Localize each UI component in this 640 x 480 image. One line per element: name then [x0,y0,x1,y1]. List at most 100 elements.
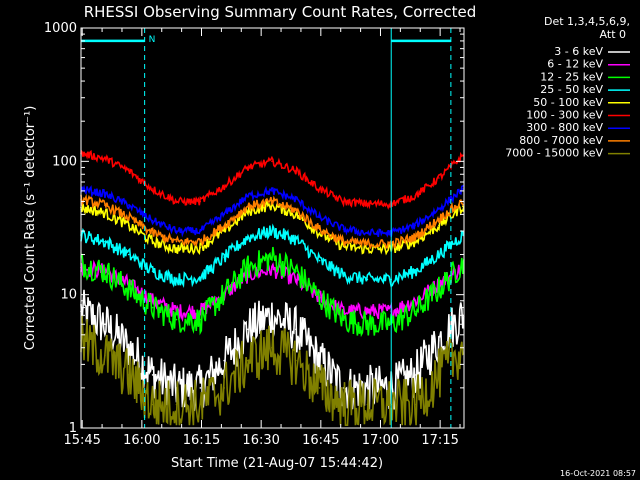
y-tick-label-1: 10 [60,288,77,303]
data-point-0-5 [199,387,202,389]
data-point-5-14 [414,195,416,197]
legend-header-detectors: Det 1,3,4,5,6,9, [544,15,630,28]
y-tick-label-0: 1 [69,421,77,436]
data-point-2-9 [295,270,297,273]
data-point-4-10 [318,232,321,234]
data-point-7-5 [199,240,202,243]
series-line-8 [80,315,465,427]
data-point-8-1 [104,354,106,357]
footer-timestamp: 16-Oct-2021 08:57 [560,469,636,478]
data-point-4-3 [151,240,154,243]
x-tick-label-1: 16:00 [123,433,160,448]
data-point-2-5 [199,318,202,321]
data-point-0-10 [318,359,321,362]
data-point-7-8 [271,200,273,203]
data-point-6-1 [104,193,106,195]
data-point-6-2 [127,204,130,206]
data-point-6-11 [342,228,345,230]
data-point-5-4 [175,200,178,203]
data-point-7-11 [342,240,345,243]
series-8 [80,315,465,427]
data-point-1-14 [414,300,416,302]
data-point-6-15 [438,208,440,210]
data-point-3-12 [366,278,369,281]
data-point-4-15 [438,224,440,227]
marker-flag-label: N [149,35,156,45]
data-point-6-16 [462,188,464,190]
y-tick-label-3: 1000 [44,21,77,36]
x-tick-label-6: 17:15 [421,433,458,448]
data-point-7-4 [175,240,178,243]
data-point-3-8 [271,230,273,232]
data-point-3-14 [414,270,416,273]
data-point-7-1 [104,204,106,206]
data-point-3-9 [295,238,297,241]
series-line-5 [80,149,465,210]
chart-title: RHESSI Observing Summary Count Rates, Co… [84,3,477,21]
data-point-0-3 [151,374,154,376]
data-point-4-7 [247,210,249,213]
legend-label-0: 3 - 6 keV [554,45,603,58]
data-point-5-8 [271,160,273,163]
data-point-6-3 [151,219,154,222]
data-point-2-10 [318,296,321,299]
legend-header-attenuator: Att 0 [600,28,626,41]
data-point-8-12 [366,403,369,406]
series-5 [80,149,465,210]
legend-label-8: 7000 - 15000 keV [505,147,603,160]
x-tick-label-0: 15:45 [63,433,100,448]
data-point-3-4 [175,278,178,281]
data-point-5-7 [247,166,249,169]
data-point-0-9 [295,328,297,331]
data-point-4-5 [199,246,202,249]
data-point-6-5 [199,230,202,232]
y-tick-label-2: 100 [52,154,77,169]
data-point-8-4 [175,403,178,406]
data-point-6-7 [247,195,249,197]
data-point-7-2 [127,216,130,219]
data-point-2-8 [271,256,273,259]
x-tick-label-2: 16:15 [183,433,220,448]
data-point-5-6 [223,185,225,188]
data-point-3-3 [151,270,154,273]
data-point-3-16 [462,234,464,236]
series-line-0 [80,289,465,411]
data-point-1-8 [271,268,273,271]
data-point-7-12 [366,243,369,245]
legend-label-5: 100 - 300 keV [526,109,603,122]
data-point-6-9 [295,198,297,200]
data-point-2-16 [462,263,464,265]
data-point-3-5 [199,276,202,279]
plot-frame [80,27,465,429]
data-point-3-2 [127,253,130,256]
data-point-5-10 [318,188,321,190]
legend-label-6: 300 - 800 keV [526,121,603,134]
data-point-6-4 [175,230,178,232]
data-point-8-3 [151,403,154,406]
data-point-7-3 [151,232,154,234]
x-tick-label-3: 16:30 [242,433,279,448]
data-point-8-10 [318,387,321,389]
x-tick-label-5: 17:00 [362,433,399,448]
data-point-1-12 [366,310,369,313]
data-point-3-1 [104,240,106,243]
data-point-0-15 [438,340,440,342]
data-point-1-3 [151,300,154,302]
data-point-2-14 [414,310,416,313]
data-point-4-1 [104,212,106,214]
data-point-8-14 [414,403,416,406]
plot-area [80,149,465,427]
legend-label-3: 25 - 50 keV [540,83,603,96]
data-point-5-9 [295,169,297,172]
data-point-6-12 [366,232,369,234]
data-point-8-9 [295,359,297,362]
data-point-6-10 [318,216,321,219]
data-point-4-2 [127,224,130,227]
axes: 1 10 100 1000 15:45 16:00 16:15 16:30 16:45 17:00… [44,21,465,448]
data-point-7-6 [223,224,225,227]
data-point-4-9 [295,213,297,216]
data-point-5-3 [151,188,154,190]
data-point-1-9 [295,278,297,281]
